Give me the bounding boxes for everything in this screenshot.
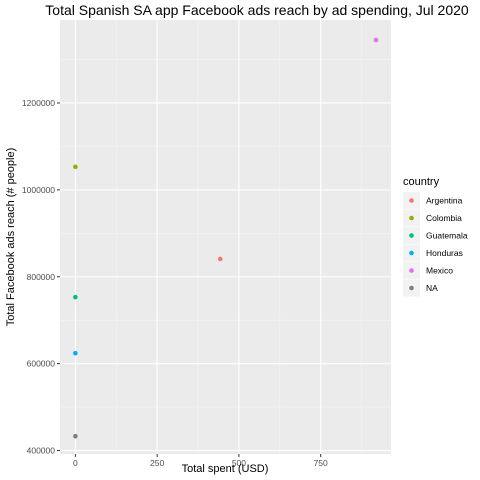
y-tick-label: 600000 [27,359,56,369]
data-point-argentina [217,256,223,262]
data-point-mexico [373,37,379,43]
minor-gridlines [60,20,391,454]
data-points [73,37,379,439]
chart-title: Total Spanish SA app Facebook ads reach … [45,2,469,18]
legend-marker-argentina [409,198,414,203]
legend-title: country [403,176,440,188]
legend-marker-na [409,285,414,291]
y-tick-label: 1000000 [22,185,55,195]
plot-panel [60,20,391,454]
x-tick-label: 500 [232,458,246,468]
x-axis-title: Total spent (USD) [182,463,269,475]
y-axis-title: Total Facebook ads reach (# people) [5,148,17,327]
legend: country Argentina Colombia Guatemala Hondur… [403,176,468,297]
legend-label: Honduras [426,248,463,258]
x-tick-label: 0 [73,458,78,468]
major-gridlines [60,20,391,454]
y-tick-label: 800000 [27,272,56,282]
legend-label: Guatemala [426,231,468,241]
legend-label: NA [426,283,438,293]
x-axis: 0 250 500 750 [73,454,328,468]
x-tick-label: 750 [314,458,328,468]
legend-marker-guatemala [409,233,414,238]
legend-marker-colombia [409,215,414,221]
data-point-guatemala [73,294,78,300]
x-tick-label: 250 [150,458,164,468]
data-point-colombia [73,164,78,170]
legend-label: Mexico [426,266,453,276]
y-tick-label: 1200000 [22,98,55,108]
y-tick-label: 400000 [27,446,56,456]
legend-marker-mexico [409,268,414,273]
legend-label: Argentina [426,196,463,206]
legend-label: Colombia [426,213,462,223]
data-point-na [73,433,78,439]
data-point-honduras [73,350,78,356]
legend-marker-honduras [409,250,414,256]
y-axis: 400000 600000 800000 1000000 1200000 [22,98,60,456]
